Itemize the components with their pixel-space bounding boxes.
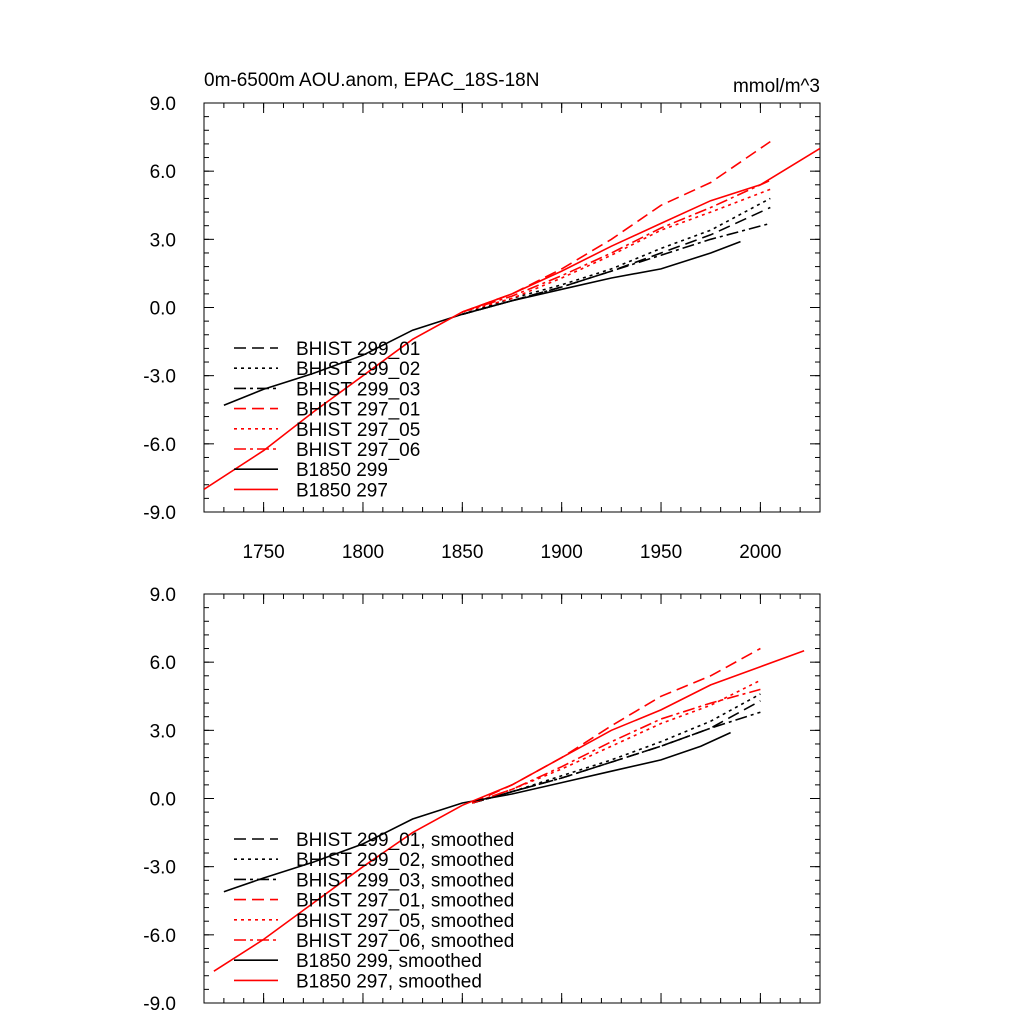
legend-label: BHIST 299_03 <box>296 379 420 400</box>
series-line-7 <box>204 147 820 490</box>
series-line-5 <box>472 688 761 804</box>
y-tick-label: 3.0 <box>150 721 176 742</box>
legend-label: BHIST 297_06, smoothed <box>296 931 514 952</box>
series-line-6 <box>223 240 741 406</box>
y-tick-label: 9.0 <box>150 94 176 115</box>
legend-label: BHIST 299_02, smoothed <box>296 850 514 871</box>
series-line-4 <box>472 679 761 804</box>
series-line-0 <box>462 206 771 316</box>
series-line-1 <box>462 197 771 316</box>
legend-label: B1850 297, smoothed <box>296 971 482 992</box>
chart-units: mmol/m^3 <box>733 76 820 97</box>
y-tick-label: 3.0 <box>150 230 176 251</box>
series-line-0 <box>472 700 761 804</box>
y-tick-label: 9.0 <box>150 585 176 606</box>
legend-label: B1850 299, smoothed <box>296 951 482 972</box>
chart-title: 0m-6500m AOU.anom, EPAC_18S-18N <box>204 70 539 91</box>
top-plot-panel: -9.0 -6.0 -3.0 0.0 3.0 6.0 9.0 1750 1800 1850 1900… <box>143 94 821 563</box>
series-line-4 <box>462 188 771 313</box>
legend-label: BHIST 297_05 <box>296 420 420 441</box>
x-tick-label: 2000 <box>739 542 781 563</box>
series-line-6 <box>223 731 731 893</box>
y-tick-label: -9.0 <box>143 503 176 524</box>
y-tick-label: 0.0 <box>150 790 176 811</box>
legend-label: B1850 299 <box>296 460 388 481</box>
bottom-plot-panel: -9.0 -6.0 -3.0 0.0 3.0 6.0 9.0 BHIST 299_01, sm… <box>143 585 821 1015</box>
series-line-2 <box>472 711 761 804</box>
legend-label: BHIST 299_03, smoothed <box>296 870 514 891</box>
x-tick-label: 1900 <box>541 542 583 563</box>
x-tick-label: 1850 <box>441 542 483 563</box>
y-tick-label: -3.0 <box>143 367 176 388</box>
legend-label: BHIST 297_05, smoothed <box>296 911 514 932</box>
series-line-2 <box>462 222 771 316</box>
series-line-5 <box>462 179 771 313</box>
y-tick-label: 6.0 <box>150 162 176 183</box>
legend-label: B1850 297 <box>296 480 388 501</box>
y-tick-label: 6.0 <box>150 653 176 674</box>
y-tick-label: -6.0 <box>143 926 176 947</box>
y-tick-label: 0.0 <box>150 299 176 320</box>
x-tick-label: 1750 <box>242 542 284 563</box>
y-tick-label: -6.0 <box>143 435 176 456</box>
legend-label: BHIST 299_01, smoothed <box>296 830 514 851</box>
series-line-7 <box>213 650 805 972</box>
series-line-1 <box>472 693 761 804</box>
y-tick-label: -3.0 <box>143 858 176 879</box>
legend-label: BHIST 297_06 <box>296 440 420 461</box>
x-tick-label: 1950 <box>640 542 682 563</box>
legend-label: BHIST 299_01 <box>296 339 420 360</box>
legend-label: BHIST 297_01 <box>296 400 420 421</box>
y-tick-label: -9.0 <box>143 994 176 1015</box>
series-line-3 <box>462 140 771 313</box>
legend-label: BHIST 299_02 <box>296 359 420 380</box>
x-tick-label: 1800 <box>342 542 384 563</box>
legend-label: BHIST 297_01, smoothed <box>296 891 514 912</box>
